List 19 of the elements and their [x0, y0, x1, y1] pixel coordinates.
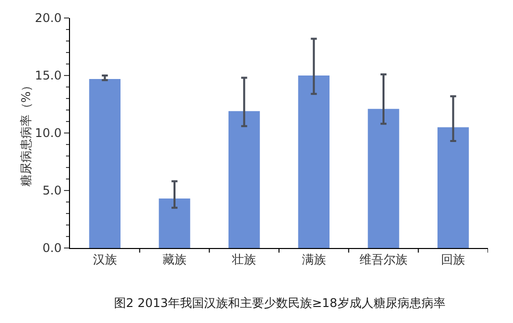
bar — [368, 108, 400, 248]
bar — [89, 78, 121, 248]
x-tick-label: 壮族 — [231, 252, 256, 266]
x-tick-label: 藏族 — [162, 252, 186, 266]
y-tick-label: 0.0 — [42, 241, 62, 256]
x-tick-label: 维吾尔族 — [360, 252, 408, 266]
x-tick-label: 回族 — [441, 252, 466, 266]
bar — [437, 127, 469, 248]
bar — [228, 111, 260, 248]
y-tick-label: 15.0 — [34, 68, 62, 83]
caption: 图2 2013年我国汉族和主要少数民族≥18岁成人糖尿病患病率 — [114, 296, 446, 310]
y-tick-label: 5.0 — [42, 184, 62, 198]
y-tick-label: 20.0 — [34, 11, 62, 26]
y-tick-label: 10.0 — [34, 126, 62, 140]
x-tick-label: 满族 — [302, 252, 326, 266]
bar — [158, 198, 190, 248]
bar — [298, 76, 330, 248]
x-tick-label: 汉族 — [92, 252, 117, 266]
y-axis-title: 糖尿病患病率（%） — [18, 79, 33, 187]
